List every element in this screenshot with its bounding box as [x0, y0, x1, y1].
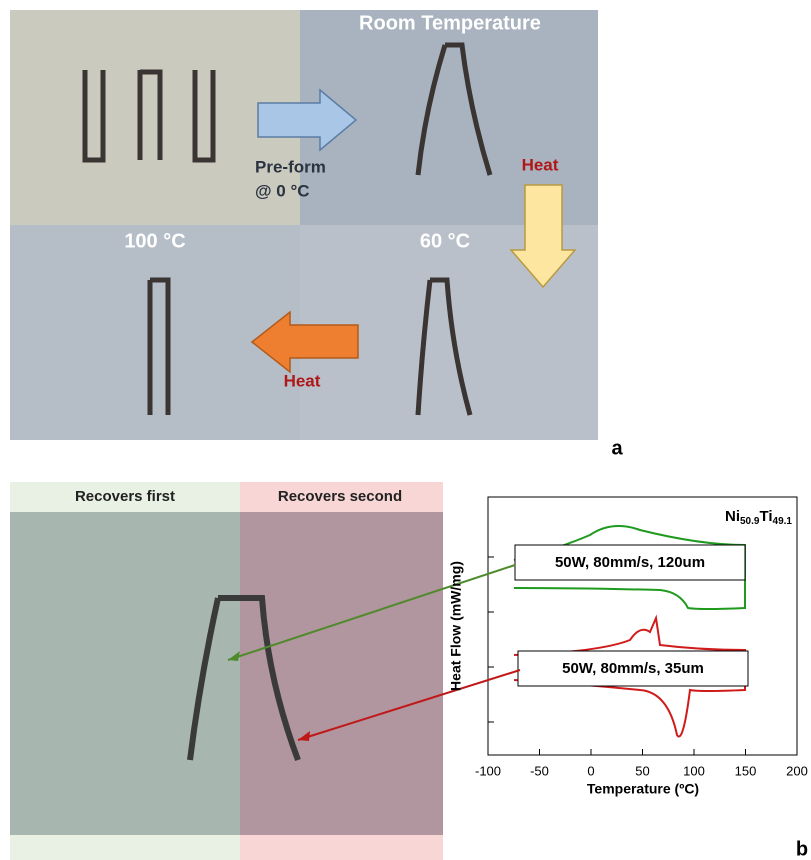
label: @ 0 °C: [255, 181, 310, 200]
title-sub: 50.9: [740, 516, 760, 527]
x-tick-label: 200: [786, 763, 808, 778]
x-tick-label: -100: [475, 763, 501, 778]
title-sub: 49.1: [773, 516, 793, 527]
label: Room Temperature: [359, 12, 541, 34]
y-ticks: [488, 557, 494, 722]
strip-label: Recovers second: [278, 488, 402, 505]
strip: [240, 835, 443, 860]
panel-label: a: [611, 437, 623, 459]
title-part: Ni: [725, 508, 740, 525]
x-axis-label: Temperature (ºC): [587, 781, 699, 797]
panel-label: b: [796, 838, 808, 860]
photo-100: [10, 225, 300, 440]
x-tick-label: 150: [735, 763, 757, 778]
x-tick-label: -50: [530, 763, 549, 778]
label: 100 °C: [124, 230, 185, 252]
label: Heat: [284, 371, 321, 390]
y-axis-label: Heat Flow (mW/mg): [448, 561, 464, 691]
x-tick-label: 50: [635, 763, 649, 778]
strip-label: Recovers first: [75, 488, 175, 505]
label: 60 °C: [420, 230, 470, 252]
chart-title: Ni50.9Ti49.1: [725, 508, 792, 527]
title-part: Ti: [759, 508, 772, 525]
label: Heat: [522, 155, 559, 174]
annotation: 50W, 80mm/s, 120um: [555, 554, 705, 571]
strip: [10, 835, 240, 860]
x-tick-label: 100: [683, 763, 705, 778]
x-tick-label: 0: [587, 763, 594, 778]
plot-frame: [488, 497, 797, 755]
annotation: 50W, 80mm/s, 35um: [562, 660, 704, 677]
figure: Room Temperature Pre-form @ 0 °C Heat 10…: [0, 0, 811, 860]
label: Pre-form: [255, 157, 326, 176]
